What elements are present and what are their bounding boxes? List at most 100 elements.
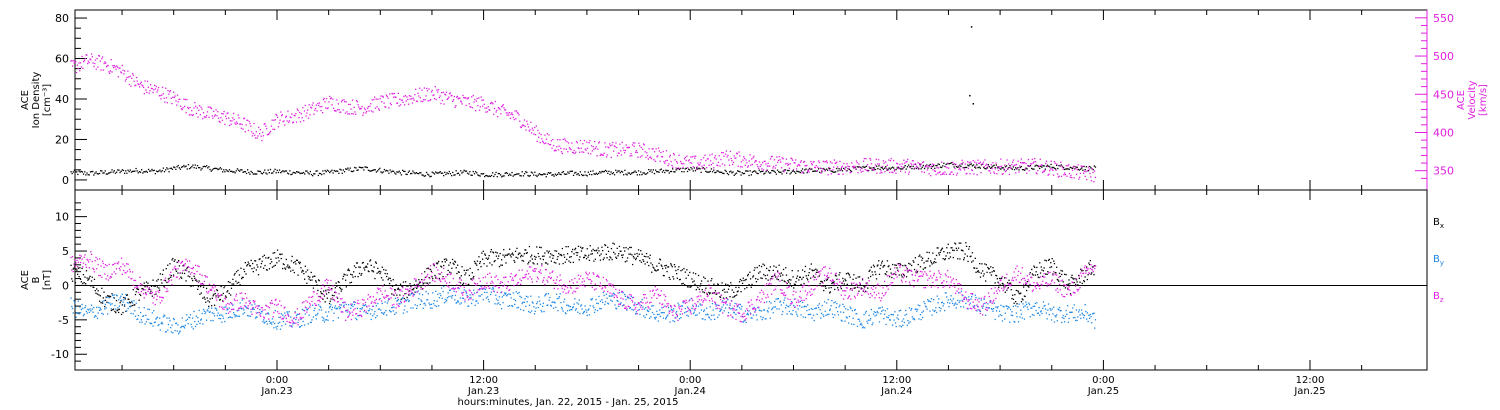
data-point bbox=[248, 120, 250, 123]
data-point bbox=[473, 101, 475, 103]
data-point bbox=[695, 305, 697, 307]
density-tick-label: 40 bbox=[55, 93, 69, 106]
data-point bbox=[577, 311, 579, 313]
data-point bbox=[782, 311, 784, 313]
data-point bbox=[927, 165, 929, 167]
data-point bbox=[967, 308, 969, 310]
data-point bbox=[131, 77, 133, 79]
data-point bbox=[834, 314, 836, 316]
data-point bbox=[224, 306, 227, 308]
data-point bbox=[794, 283, 796, 286]
data-point bbox=[974, 165, 977, 167]
data-point bbox=[138, 171, 141, 173]
data-point bbox=[395, 173, 397, 175]
data-point bbox=[935, 173, 937, 176]
data-point bbox=[417, 173, 420, 175]
data-point bbox=[1042, 270, 1045, 272]
data-point bbox=[549, 143, 552, 146]
data-point bbox=[1004, 171, 1007, 173]
data-point bbox=[1078, 274, 1080, 277]
data-point bbox=[77, 273, 79, 275]
data-point bbox=[773, 159, 776, 161]
data-point bbox=[582, 247, 584, 249]
data-point bbox=[528, 130, 530, 132]
data-point bbox=[760, 277, 762, 279]
data-point bbox=[711, 314, 713, 316]
data-point bbox=[209, 298, 211, 300]
data-point bbox=[311, 319, 313, 321]
outlier-point bbox=[969, 94, 971, 97]
data-point bbox=[182, 107, 184, 109]
data-point bbox=[916, 272, 918, 274]
data-point bbox=[535, 307, 537, 309]
data-point bbox=[405, 100, 407, 102]
data-point bbox=[273, 128, 276, 131]
data-point bbox=[287, 314, 290, 316]
data-point bbox=[889, 168, 891, 170]
data-point bbox=[889, 319, 891, 321]
data-point bbox=[319, 172, 322, 175]
data-point bbox=[726, 156, 728, 158]
data-point bbox=[578, 147, 580, 150]
data-point bbox=[614, 253, 616, 255]
data-point bbox=[893, 167, 895, 169]
data-point bbox=[347, 167, 349, 169]
data-point bbox=[514, 300, 517, 302]
data-point bbox=[353, 271, 355, 273]
data-point bbox=[1038, 165, 1041, 168]
data-point bbox=[1014, 321, 1016, 323]
data-point bbox=[639, 145, 641, 147]
data-point bbox=[813, 161, 815, 163]
data-point bbox=[260, 172, 262, 174]
data-point bbox=[528, 245, 531, 248]
data-point bbox=[613, 174, 616, 176]
data-point bbox=[443, 285, 445, 288]
data-point bbox=[553, 145, 555, 147]
data-point bbox=[173, 96, 175, 99]
data-point bbox=[282, 267, 284, 270]
data-point bbox=[380, 95, 382, 97]
data-point bbox=[166, 281, 168, 284]
data-point bbox=[96, 173, 98, 175]
data-point bbox=[810, 163, 813, 165]
data-point bbox=[1001, 320, 1004, 322]
data-point bbox=[742, 159, 744, 161]
data-point bbox=[1093, 165, 1095, 167]
data-point bbox=[506, 172, 509, 175]
data-point bbox=[854, 165, 856, 167]
data-point bbox=[760, 164, 762, 166]
data-point bbox=[431, 276, 433, 278]
data-point bbox=[348, 103, 350, 106]
data-point bbox=[70, 297, 72, 299]
data-point bbox=[502, 254, 504, 256]
data-point bbox=[560, 151, 563, 153]
data-point bbox=[802, 316, 804, 318]
data-point bbox=[352, 276, 354, 278]
data-point bbox=[741, 166, 743, 168]
data-point bbox=[805, 165, 807, 167]
data-point bbox=[326, 315, 328, 317]
data-point bbox=[350, 108, 352, 110]
data-point bbox=[557, 139, 559, 141]
data-point bbox=[227, 281, 230, 283]
data-point bbox=[597, 247, 599, 249]
data-point bbox=[251, 135, 254, 137]
data-point bbox=[558, 296, 561, 298]
data-point bbox=[583, 174, 585, 176]
data-point bbox=[710, 168, 713, 170]
data-point bbox=[466, 97, 468, 99]
data-point bbox=[214, 307, 216, 309]
data-point bbox=[140, 284, 142, 287]
data-point bbox=[774, 306, 777, 308]
data-point bbox=[439, 273, 441, 275]
data-point bbox=[1064, 287, 1067, 289]
data-point bbox=[334, 287, 336, 289]
data-point bbox=[280, 257, 282, 260]
data-point bbox=[446, 299, 448, 301]
data-point bbox=[352, 113, 354, 115]
data-point bbox=[504, 172, 506, 174]
data-point bbox=[213, 115, 216, 117]
data-point bbox=[946, 252, 949, 254]
data-point bbox=[416, 307, 418, 309]
data-point bbox=[538, 173, 540, 175]
